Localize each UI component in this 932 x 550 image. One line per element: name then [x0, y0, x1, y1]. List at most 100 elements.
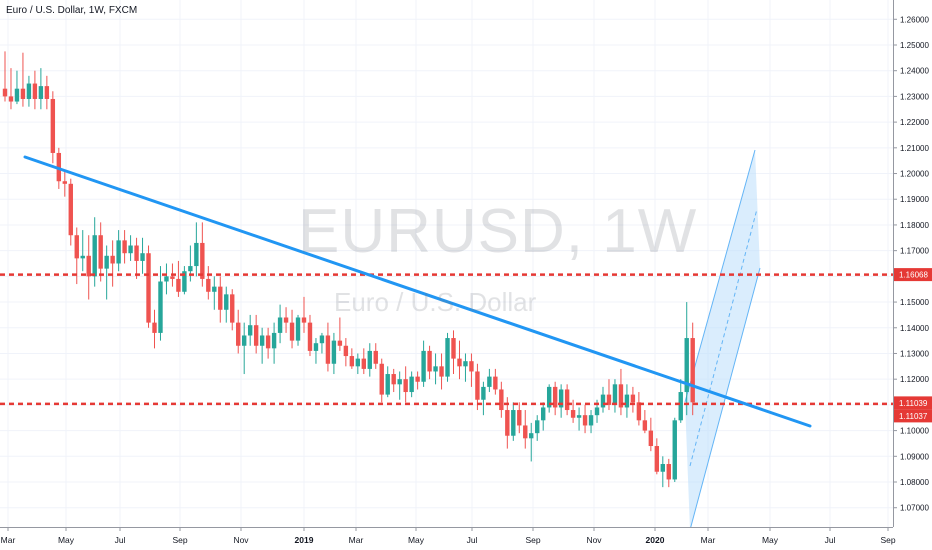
candle: [247, 314, 253, 346]
candle-body: [86, 255, 91, 277]
candle-body: [570, 410, 576, 418]
candle: [642, 410, 648, 434]
candle-body: [200, 242, 205, 279]
candle: [630, 386, 636, 413]
time-tick-label: Nov: [233, 535, 249, 545]
candle-body: [630, 394, 636, 403]
candle: [319, 332, 325, 354]
candle: [14, 70, 20, 105]
candle: [690, 322, 695, 416]
candle: [666, 458, 671, 488]
candle: [636, 392, 642, 426]
candle-body: [391, 374, 396, 385]
candle: [68, 178, 73, 246]
candle-body: [188, 266, 193, 272]
candle: [289, 309, 295, 349]
candle-body: [104, 255, 109, 269]
candle: [295, 314, 301, 346]
time-tick-label: Sep: [172, 535, 187, 545]
candle: [379, 358, 384, 403]
candle: [415, 371, 420, 390]
price-label-badge: 1.16068: [894, 268, 932, 282]
candle-body: [373, 350, 378, 364]
candle: [110, 240, 115, 287]
candle-body: [295, 317, 301, 341]
candle: [511, 402, 516, 441]
candle-body: [230, 294, 235, 323]
candle: [576, 407, 582, 431]
candle-body: [451, 338, 456, 359]
candle: [38, 68, 44, 110]
candle: [253, 314, 259, 354]
price-tick-label: 1.14000: [900, 324, 929, 333]
candle: [325, 322, 331, 372]
candle: [50, 91, 56, 164]
candle: [367, 343, 372, 377]
candle: [26, 75, 32, 107]
candle: [206, 266, 211, 300]
candle-body: [415, 376, 420, 382]
candle-body: [325, 335, 331, 364]
candle-body: [427, 350, 432, 372]
candle: [224, 286, 229, 323]
candle-body: [463, 361, 468, 367]
candle: [397, 371, 402, 400]
time-tick-label: Mar: [349, 535, 364, 545]
candle-body: [690, 338, 695, 403]
candle-body: [265, 335, 271, 349]
candle-body: [50, 98, 56, 153]
candle-body: [283, 317, 289, 323]
time-tick-label: May: [762, 535, 779, 545]
channel-upper-line: [684, 149, 756, 403]
candle: [517, 402, 522, 434]
candle-body: [457, 358, 462, 367]
candle-body: [307, 322, 313, 351]
candle-body: [379, 363, 384, 395]
candle-body: [678, 392, 683, 421]
candle-body: [672, 420, 677, 480]
candle: [529, 422, 534, 462]
candle-body: [642, 420, 648, 431]
candle-body: [170, 276, 175, 279]
candle: [122, 230, 127, 264]
candle: [678, 379, 683, 423]
channel-mid-line: [689, 208, 758, 467]
candle: [259, 327, 265, 364]
candle-body: [277, 317, 283, 333]
candle: [457, 340, 462, 380]
price-tick-label: 1.19000: [900, 195, 929, 204]
candle: [564, 384, 570, 416]
candle: [535, 415, 540, 441]
candle: [523, 410, 528, 449]
candle-body: [26, 83, 32, 99]
candle-body: [523, 425, 528, 439]
candle: [552, 381, 558, 416]
price-tick-label: 1.15000: [900, 298, 929, 307]
candle: [152, 309, 157, 349]
candle: [230, 289, 235, 331]
candle: [499, 381, 504, 418]
candle-body: [122, 240, 127, 254]
time-tick-label: May: [408, 535, 425, 545]
candle-body: [224, 294, 229, 310]
candle-body: [355, 358, 361, 367]
channel-lower-line: [689, 267, 761, 531]
candle-body: [529, 433, 534, 439]
candle-body: [128, 245, 133, 254]
candle: [421, 340, 426, 387]
candle: [493, 368, 498, 395]
candle-body: [301, 317, 307, 323]
candle-body: [505, 410, 510, 436]
candle: [612, 379, 618, 413]
candle-body: [511, 410, 516, 436]
candle: [546, 384, 552, 413]
candle: [265, 327, 271, 359]
candle: [140, 237, 145, 274]
candle: [236, 309, 241, 354]
candle-body: [116, 240, 121, 264]
candle: [624, 384, 630, 418]
candle: [98, 222, 103, 282]
candle-body: [20, 88, 26, 99]
